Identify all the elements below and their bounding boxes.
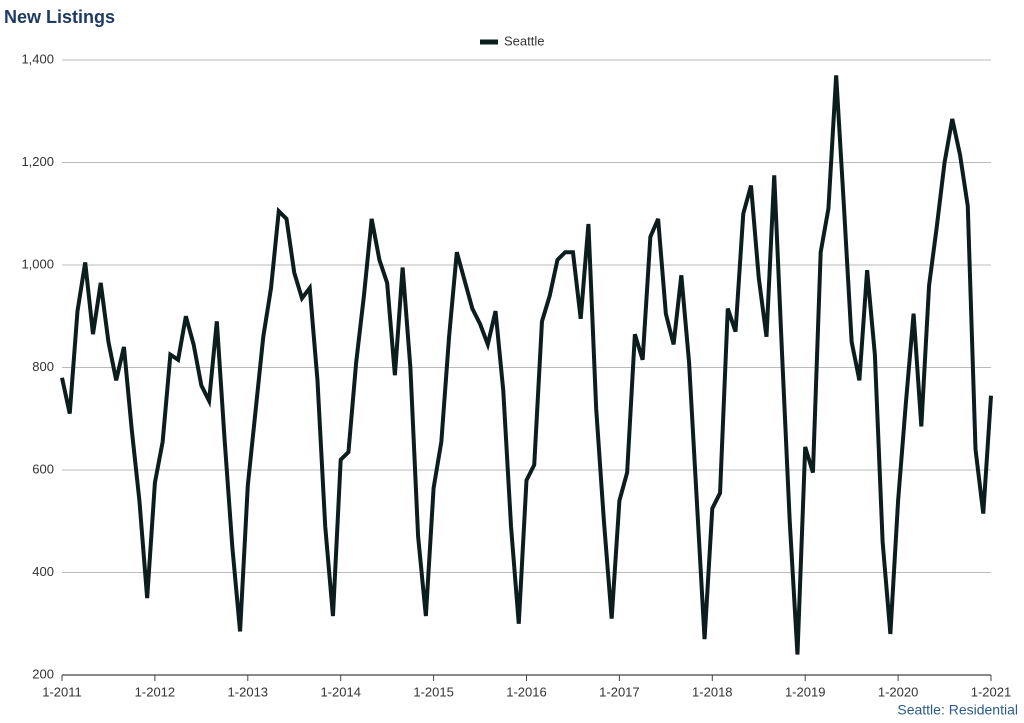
x-tick-label: 1-2017	[599, 684, 639, 699]
y-tick-label: 200	[32, 666, 54, 681]
x-tick-label: 1-2013	[228, 684, 268, 699]
y-tick-label: 600	[32, 461, 54, 476]
x-tick-label: 1-2019	[785, 684, 825, 699]
x-tick-label: 1-2011	[42, 684, 82, 699]
x-tick-label: 1-2021	[971, 684, 1011, 699]
y-tick-label: 800	[32, 359, 54, 374]
x-tick-label: 1-2014	[320, 684, 360, 699]
y-tick-label: 400	[32, 564, 54, 579]
y-tick-label: 1,200	[21, 154, 54, 169]
legend-label: Seattle	[504, 33, 544, 48]
x-tick-label: 1-2020	[878, 684, 918, 699]
x-tick-label: 1-2015	[413, 684, 453, 699]
series-line	[60, 75, 993, 655]
y-tick-label: 1,400	[21, 51, 54, 66]
x-tick-label: 1-2012	[135, 684, 175, 699]
x-tick-label: 1-2018	[692, 684, 732, 699]
chart-title: New Listings	[4, 7, 115, 27]
footnote: Seattle: Residential	[897, 702, 1018, 718]
y-tick-label: 1,000	[21, 256, 54, 271]
x-tick-label: 1-2016	[506, 684, 546, 699]
